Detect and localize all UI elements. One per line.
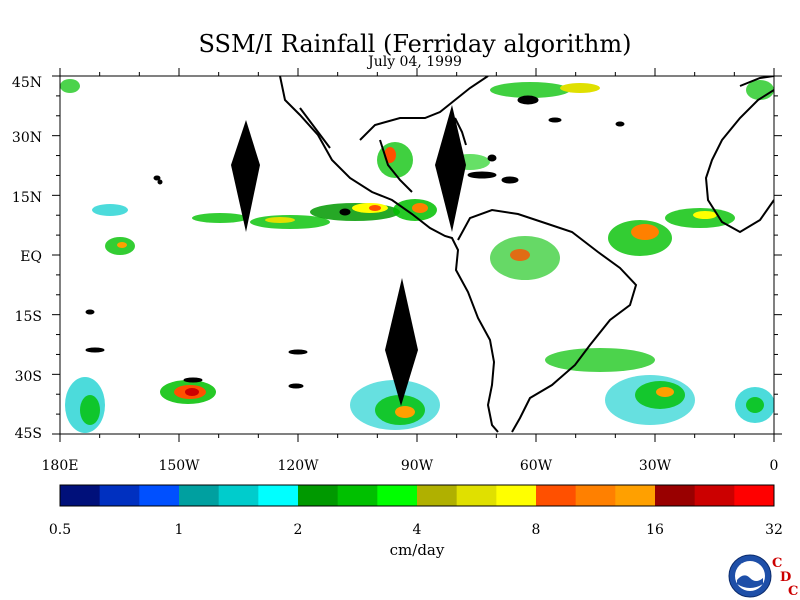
islands — [85, 95, 625, 389]
cdc-letter: C — [788, 584, 799, 599]
colorbar-swatch — [615, 485, 656, 506]
lon-label: 90W — [401, 458, 434, 474]
colorbar-swatch — [377, 485, 418, 506]
colorbar-tick-label: 8 — [532, 522, 541, 538]
map-date: July 04, 1999 — [368, 54, 462, 70]
colorbar-ticks: 0.5 1 2 4 8 16 32 — [49, 522, 783, 538]
lon-label: 30W — [639, 458, 672, 474]
lon-label: 120W — [277, 458, 319, 474]
lon-label: 0 — [770, 458, 779, 474]
colorbar-swatch — [179, 485, 220, 506]
colorbar-swatch — [218, 485, 259, 506]
colorbar-frame — [59, 484, 775, 507]
rainfall-patches — [60, 79, 774, 433]
colorbar-swatch — [536, 485, 577, 506]
colorbar-swatch — [694, 485, 735, 506]
colorbar-tick-label: 2 — [294, 522, 303, 538]
axis-ticks — [52, 68, 782, 442]
lat-label: 30N — [12, 130, 42, 146]
lat-label: 15S — [15, 309, 42, 325]
colorbar-swatch — [258, 485, 299, 506]
missing-data-swaths — [231, 105, 466, 406]
colorbar-swatch — [60, 485, 101, 506]
lon-axis: 180E 150W 120W 90W 60W 30W 0 — [42, 458, 779, 474]
colorbar — [60, 485, 775, 506]
lat-axis: 45N 30N 15N EQ 15S 30S 45S — [12, 75, 42, 442]
noaa-logo-icon: NOAA — [728, 554, 772, 598]
noaa-text: NOAA — [740, 563, 760, 570]
lon-label: 60W — [520, 458, 553, 474]
cdc-letter: C — [772, 556, 783, 571]
map-title: SSM/I Rainfall (Ferriday algorithm) — [198, 30, 632, 58]
lon-label: 150W — [158, 458, 200, 474]
colorbar-unit-label: cm/day — [389, 541, 445, 559]
colorbar-tick-label: 32 — [765, 522, 783, 538]
cdc-letter: D — [780, 570, 792, 585]
lat-label: 15N — [12, 190, 42, 206]
colorbar-swatch — [655, 485, 696, 506]
colorbar-swatch — [99, 485, 140, 506]
colorbar-swatch — [575, 485, 616, 506]
colorbar-swatch — [496, 485, 537, 506]
colorbar-tick-label: 0.5 — [49, 522, 71, 538]
coastlines — [279, 76, 774, 433]
colorbar-tick-label: 4 — [413, 522, 422, 538]
lat-label: EQ — [20, 249, 42, 265]
colorbar-swatch — [337, 485, 378, 506]
colorbar-swatch — [139, 485, 180, 506]
colorbar-swatch — [734, 485, 775, 506]
colorbar-tick-label: 1 — [175, 522, 184, 538]
colorbar-swatch — [298, 485, 339, 506]
lat-label: 30S — [15, 369, 42, 385]
lat-label: 45S — [15, 426, 42, 442]
lon-label: 180E — [42, 458, 79, 474]
noaa-cdc-logo: NOAA C D C — [728, 554, 800, 600]
colorbar-tick-label: 16 — [646, 522, 664, 538]
colorbar-swatch — [417, 485, 458, 506]
lat-label: 45N — [12, 75, 42, 91]
colorbar-swatch — [456, 485, 497, 506]
